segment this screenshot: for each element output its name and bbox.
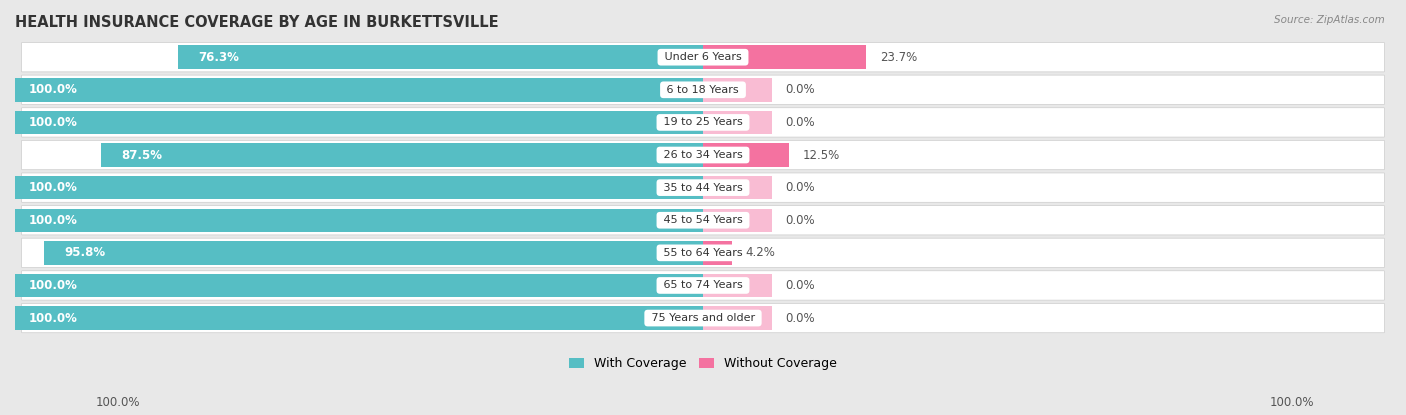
FancyBboxPatch shape <box>21 173 1385 202</box>
Text: 0.0%: 0.0% <box>786 181 815 194</box>
Bar <box>15 176 703 199</box>
Text: Source: ZipAtlas.com: Source: ZipAtlas.com <box>1274 15 1385 24</box>
FancyBboxPatch shape <box>21 271 1385 300</box>
Text: 100.0%: 100.0% <box>28 116 77 129</box>
Text: 65 to 74 Years: 65 to 74 Years <box>659 281 747 290</box>
Bar <box>179 46 703 69</box>
Bar <box>703 241 733 265</box>
Text: 45 to 54 Years: 45 to 54 Years <box>659 215 747 225</box>
Text: 55 to 64 Years: 55 to 64 Years <box>659 248 747 258</box>
Text: 4.2%: 4.2% <box>745 247 776 259</box>
Bar <box>15 306 703 330</box>
Bar <box>703 208 772 232</box>
Text: HEALTH INSURANCE COVERAGE BY AGE IN BURKETTSVILLE: HEALTH INSURANCE COVERAGE BY AGE IN BURK… <box>15 15 499 30</box>
FancyBboxPatch shape <box>21 303 1385 333</box>
FancyBboxPatch shape <box>21 75 1385 105</box>
Legend: With Coverage, Without Coverage: With Coverage, Without Coverage <box>564 352 842 375</box>
Bar <box>703 78 772 102</box>
Text: 0.0%: 0.0% <box>786 312 815 325</box>
Text: 19 to 25 Years: 19 to 25 Years <box>659 117 747 127</box>
Text: 100.0%: 100.0% <box>28 279 77 292</box>
Text: 6 to 18 Years: 6 to 18 Years <box>664 85 742 95</box>
Text: Under 6 Years: Under 6 Years <box>661 52 745 62</box>
Bar <box>44 241 703 265</box>
Bar <box>703 274 772 297</box>
Bar <box>15 78 703 102</box>
Bar <box>703 46 866 69</box>
Text: 75 Years and older: 75 Years and older <box>648 313 758 323</box>
Text: 76.3%: 76.3% <box>198 51 239 63</box>
Text: 0.0%: 0.0% <box>786 214 815 227</box>
FancyBboxPatch shape <box>21 42 1385 72</box>
Text: 100.0%: 100.0% <box>96 396 141 409</box>
Text: 100.0%: 100.0% <box>28 312 77 325</box>
Text: 26 to 34 Years: 26 to 34 Years <box>659 150 747 160</box>
Text: 35 to 44 Years: 35 to 44 Years <box>659 183 747 193</box>
FancyBboxPatch shape <box>21 108 1385 137</box>
FancyBboxPatch shape <box>21 205 1385 235</box>
Bar <box>15 274 703 297</box>
Bar <box>15 208 703 232</box>
Bar <box>703 143 789 167</box>
Text: 95.8%: 95.8% <box>65 247 105 259</box>
Text: 0.0%: 0.0% <box>786 83 815 96</box>
Bar <box>703 306 772 330</box>
Bar <box>101 143 703 167</box>
Text: 23.7%: 23.7% <box>880 51 917 63</box>
Text: 100.0%: 100.0% <box>28 181 77 194</box>
Bar <box>15 111 703 134</box>
Text: 100.0%: 100.0% <box>28 83 77 96</box>
Text: 0.0%: 0.0% <box>786 279 815 292</box>
Text: 87.5%: 87.5% <box>122 149 163 161</box>
Text: 0.0%: 0.0% <box>786 116 815 129</box>
FancyBboxPatch shape <box>21 238 1385 268</box>
Bar <box>703 111 772 134</box>
Text: 100.0%: 100.0% <box>1270 396 1315 409</box>
Bar <box>703 176 772 199</box>
Text: 100.0%: 100.0% <box>28 214 77 227</box>
FancyBboxPatch shape <box>21 140 1385 170</box>
Text: 12.5%: 12.5% <box>803 149 839 161</box>
